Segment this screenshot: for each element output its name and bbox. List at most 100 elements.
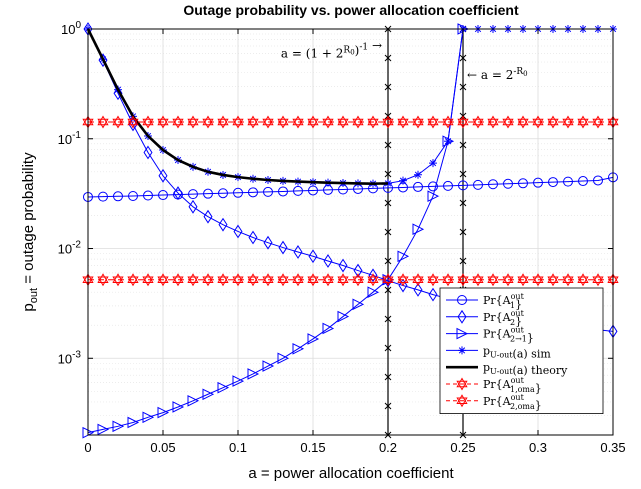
y-tick-exponent: -2 <box>72 240 81 251</box>
triangle-marker <box>112 420 125 433</box>
circle-marker <box>578 176 588 187</box>
triangle-marker <box>307 333 320 345</box>
vertical-line-x-marker <box>384 373 392 381</box>
hexagram-marker <box>277 115 289 129</box>
diamond-marker <box>263 235 273 250</box>
y-tick-exponent: -3 <box>72 349 81 360</box>
hexagram-marker <box>307 273 319 287</box>
hexagram-marker <box>397 115 409 129</box>
x-tick-label: 0.1 <box>229 440 247 455</box>
legend-sup: out <box>511 309 525 318</box>
circle-marker <box>218 188 228 199</box>
triangle-marker <box>322 322 335 335</box>
hexagram-marker <box>456 377 468 391</box>
circle-marker <box>248 187 258 198</box>
hexagram-marker <box>322 273 334 287</box>
hexagram-marker <box>172 273 184 287</box>
hexagram-marker <box>352 273 364 287</box>
circle-marker <box>533 177 543 188</box>
y-tick-label: 10-2 <box>58 240 82 257</box>
diamond-marker <box>308 249 318 264</box>
hexagram-marker <box>127 115 139 129</box>
legend-sup: out <box>511 292 525 301</box>
circle-marker <box>428 181 438 192</box>
asterisk-marker <box>414 170 422 179</box>
series-line <box>86 28 389 185</box>
legend-entry-1: Pr{Aout 2} <box>446 309 525 328</box>
subscript: 0 <box>350 48 354 56</box>
hexagram-marker <box>382 273 394 287</box>
triangle-marker <box>427 190 440 202</box>
hexagram-marker <box>472 273 484 287</box>
legend-sub: U-out <box>490 367 513 376</box>
triangle-marker <box>232 375 245 387</box>
hexagram-marker <box>592 115 604 129</box>
hexagram-marker <box>502 115 514 129</box>
circle-marker <box>473 179 483 190</box>
circle-marker <box>293 185 303 196</box>
hexagram-marker <box>142 115 154 129</box>
triangle-marker <box>367 286 380 299</box>
legend-label: pU-out(a) sim <box>483 344 551 360</box>
hexagram-marker <box>142 273 154 287</box>
hexagram-marker <box>337 273 349 287</box>
y-axis-label-main: p <box>20 303 37 311</box>
circle-marker <box>458 180 468 191</box>
hexagram-marker <box>547 273 559 287</box>
hexagram-marker <box>112 273 124 287</box>
circle-marker <box>413 181 423 192</box>
diamond-marker <box>278 240 288 255</box>
legend-sub: 2 <box>510 318 515 327</box>
series-line <box>87 28 464 434</box>
hexagram-marker <box>97 273 109 287</box>
triangle-marker <box>352 298 365 311</box>
circle-marker <box>158 190 168 201</box>
hexagram-marker <box>577 115 589 129</box>
hexagram-marker <box>262 115 274 129</box>
x-tick-label: 0.05 <box>150 440 175 455</box>
y-tick-base: 10 <box>58 132 72 147</box>
y-tick-exponent: -1 <box>72 130 81 141</box>
triangle-marker <box>412 223 425 236</box>
hexagram-marker <box>487 273 499 287</box>
diamond-marker <box>158 168 168 183</box>
hexagram-marker <box>367 273 379 287</box>
x-tick-label: 0.35 <box>600 440 625 455</box>
vertical-line-x-marker <box>459 83 467 91</box>
hexagram-marker <box>427 273 439 287</box>
vertical-line-x-marker <box>459 54 467 62</box>
legend-label: pU-out(a) theory <box>483 361 568 377</box>
circle-marker <box>98 191 108 202</box>
diamond-marker <box>293 245 303 259</box>
hexagram-marker <box>532 115 544 129</box>
vertical-line-x-marker <box>459 257 467 265</box>
vertical-line-x-marker <box>384 83 392 91</box>
hexagram-marker <box>457 273 469 287</box>
triangle-marker <box>142 411 155 424</box>
asterisk-marker <box>458 346 466 355</box>
superscript: -1 <box>359 42 368 52</box>
triangle-marker <box>157 406 170 419</box>
y-tick-exponent: 0 <box>75 20 81 31</box>
circle-marker <box>233 187 243 198</box>
hexagram-marker <box>412 115 424 129</box>
circle-marker <box>278 186 288 197</box>
diamond-marker <box>188 199 198 214</box>
vertical-line-x-marker <box>384 170 392 178</box>
hexagram-marker <box>172 115 184 129</box>
legend-label: Pr{Aout 2,oma} <box>483 393 542 412</box>
circle-marker <box>503 178 513 189</box>
subscript: 0 <box>523 70 527 78</box>
hexagram-marker <box>352 115 364 129</box>
vertical-line-x-marker <box>459 170 467 178</box>
hexagram-marker <box>562 273 574 287</box>
superscript: R <box>343 45 350 55</box>
legend-entry-5: Pr{Aout 1,oma} <box>446 376 542 395</box>
diamond-marker <box>338 258 348 273</box>
circle-marker <box>188 189 198 200</box>
legend-sub: 2,oma <box>510 402 535 411</box>
legend-label: Pr{Aout 1} <box>483 292 525 311</box>
legend-sub: 2→1 <box>510 335 527 344</box>
circle-marker <box>443 180 453 191</box>
vertical-line-x-marker <box>384 54 392 62</box>
